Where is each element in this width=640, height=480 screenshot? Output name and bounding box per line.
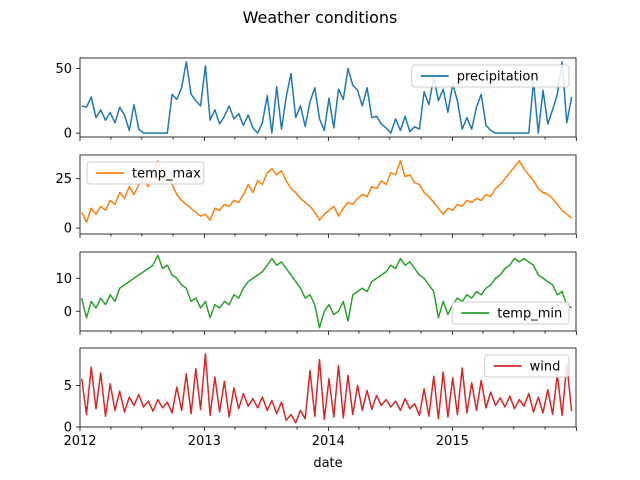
x-axis-label: date [313,456,342,471]
y-tick-label-wind-0: 0 [64,421,72,436]
legend-precipitation: precipitation [411,64,570,88]
x-tick-label-2015: 2015 [436,434,469,449]
legend-label-temp_min: temp_min [497,307,562,322]
y-tick-label-precipitation-50: 50 [55,62,72,77]
chart-title: Weather conditions [243,8,398,27]
legend-label-wind: wind [530,360,561,375]
legend-label-precipitation: precipitation [457,70,539,85]
x-tick-label-2013: 2013 [188,434,221,449]
legend-box-temp_max [86,161,205,185]
legend-wind: wind [484,354,570,378]
y-tick-label-temp_max-0: 0 [64,222,72,237]
legend-box-temp_min [451,301,570,325]
subplot-stack: 0 50 precipitation 0 25 temp_max 0 10 temp_min 0 5… [55,57,577,449]
y-tick-label-temp_min-10: 10 [55,272,72,287]
subplot-precipitation: 0 50 precipitation [55,57,577,142]
legend-box-precipitation [411,64,570,88]
x-tick-label-2014: 2014 [312,434,345,449]
subplot-wind: 0 5 wind [64,347,577,436]
subplot-temp_max: 0 25 temp_max [55,154,577,238]
legend-temp_max: temp_max [86,161,205,185]
series-line-precipitation [81,61,573,134]
x-tick-label-2012: 2012 [63,434,96,449]
y-tick-label-temp_max-25: 25 [55,172,72,187]
y-tick-label-temp_min-0: 0 [64,305,72,320]
legend-box-wind [484,354,570,378]
legend-temp_min: temp_min [451,301,570,325]
y-tick-label-wind-5: 5 [64,379,72,394]
series-line-wind [80,353,573,424]
legend-label-temp_max: temp_max [132,167,201,182]
subplot-temp_min: 0 10 temp_min [55,251,577,335]
y-tick-label-precipitation-0: 0 [64,127,72,142]
series-line-temp_min [80,254,573,329]
